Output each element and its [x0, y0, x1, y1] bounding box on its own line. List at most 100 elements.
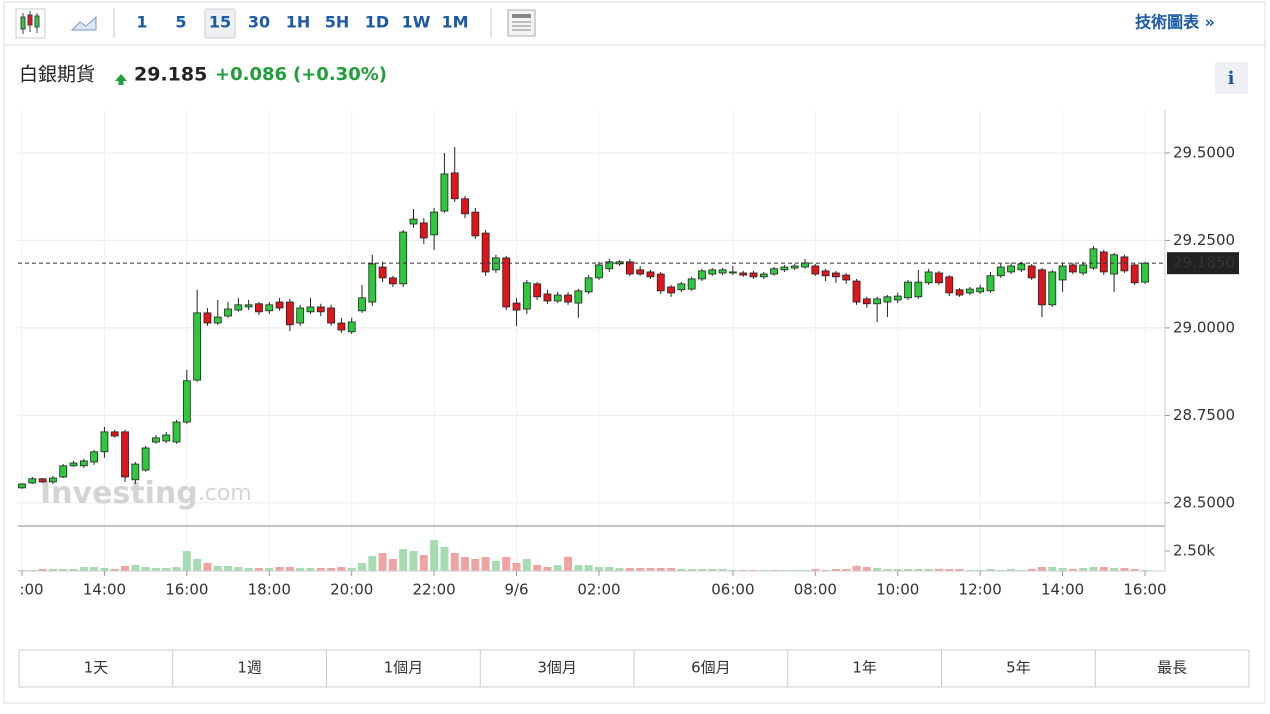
info-box[interactable] — [1215, 62, 1248, 94]
range-button[interactable]: 1年 — [852, 659, 877, 677]
candle-body — [862, 298, 871, 305]
interval-button[interactable]: 5H — [325, 13, 350, 32]
candle-body — [162, 434, 171, 442]
table-icon[interactable] — [507, 9, 536, 37]
volume-bar — [182, 551, 191, 571]
interval-button[interactable]: 5 — [175, 13, 186, 32]
candle-body — [440, 173, 449, 212]
candle-body — [1099, 251, 1108, 273]
candle-body — [79, 460, 88, 467]
volume-bar — [533, 565, 542, 571]
candle-body — [1110, 254, 1118, 275]
volume-bar — [69, 569, 78, 571]
volume-bar — [862, 567, 871, 571]
volume-bar — [811, 569, 820, 571]
candle-body — [728, 271, 737, 274]
interval-button[interactable]: 1 — [136, 13, 147, 32]
volume-bar — [574, 565, 583, 571]
range-button[interactable]: 最長 — [1157, 659, 1187, 677]
candle-body — [945, 276, 954, 294]
candle-body — [914, 281, 923, 298]
volume-bar — [1130, 569, 1139, 571]
interval-button[interactable]: 1H — [286, 13, 311, 32]
volume-bar — [1110, 568, 1119, 571]
x-tick-label: 9/6 — [504, 581, 528, 599]
volume-bar — [131, 565, 140, 571]
volume-bar — [79, 567, 88, 571]
line-icon[interactable] — [70, 15, 97, 31]
volume-bar — [934, 569, 943, 571]
interval-button[interactable]: 1W — [402, 13, 431, 32]
volume-bar — [265, 568, 274, 571]
last-price-box — [1167, 252, 1239, 275]
volume-bar — [491, 561, 500, 571]
candle-body — [965, 288, 974, 294]
candle-body — [924, 271, 933, 284]
volume-bar — [285, 567, 294, 571]
candle-body — [1120, 256, 1129, 272]
volume-bar — [512, 563, 521, 571]
volume-bar — [718, 569, 727, 571]
candle-body — [203, 312, 212, 324]
range-button[interactable]: 1週 — [237, 659, 262, 677]
range-button[interactable]: 1天 — [84, 659, 109, 677]
volume-bar — [914, 569, 923, 571]
interval-button[interactable]: 1M — [441, 13, 468, 32]
candle-body — [1048, 271, 1057, 306]
candle-icon[interactable] — [15, 8, 46, 39]
x-tick-label: 12:00 — [959, 581, 1002, 599]
range-button[interactable]: 3個月 — [537, 659, 577, 677]
candle-body — [121, 431, 129, 478]
volume-bar — [1120, 568, 1129, 571]
volume-bar — [316, 568, 325, 571]
candle-body — [69, 462, 78, 467]
interval-button[interactable]: 1D — [365, 13, 389, 32]
candle-body — [358, 297, 366, 312]
candle-body — [935, 272, 943, 284]
technical-link[interactable]: 技術圖表 » — [1135, 13, 1215, 32]
volume-bar — [687, 569, 696, 571]
candle-body — [90, 451, 99, 463]
range-button[interactable]: 6個月 — [691, 659, 731, 677]
volume-bar — [368, 556, 377, 571]
volume-bar — [110, 569, 119, 571]
candle-body — [1079, 264, 1088, 274]
volume-bar — [141, 567, 150, 571]
candle-body — [893, 295, 902, 301]
candle-body — [986, 275, 995, 292]
watermark: Investing.com — [40, 476, 252, 511]
candle-body — [368, 263, 377, 303]
candle-body — [316, 306, 325, 313]
candle-body — [677, 283, 686, 291]
instrument-title: 白銀期貨 — [19, 64, 95, 86]
volume-bar — [842, 569, 851, 571]
volume-bar — [656, 568, 665, 571]
candle-body — [1089, 248, 1098, 269]
interval-button[interactable]: 30 — [248, 13, 270, 32]
range-button[interactable]: 5年 — [1006, 659, 1031, 677]
volume-bar — [893, 569, 902, 571]
x-tick-label: 06:00 — [711, 581, 754, 599]
volume-bar — [625, 568, 634, 571]
volume-bar — [213, 566, 222, 571]
interval-button[interactable]: 15 — [209, 13, 231, 32]
volume-bar — [450, 553, 459, 571]
candle-body — [450, 172, 459, 200]
volume-bar — [1079, 568, 1088, 571]
y-tick-label: 29.0000 — [1173, 318, 1235, 336]
candle-body — [718, 269, 727, 274]
candle-body — [522, 282, 531, 310]
candle-body — [667, 286, 675, 294]
candle-body — [698, 270, 706, 280]
info-button[interactable]: i — [1228, 68, 1235, 89]
volume-bar — [1027, 569, 1036, 571]
candle-body — [852, 280, 861, 303]
x-tick-label: 10:00 — [876, 581, 919, 599]
range-button[interactable]: 1個月 — [384, 659, 424, 677]
candle-body — [28, 478, 37, 484]
candle-body — [1038, 269, 1046, 306]
candle-body — [399, 231, 408, 285]
candle-body — [1068, 264, 1077, 273]
volume-bar — [873, 568, 882, 571]
